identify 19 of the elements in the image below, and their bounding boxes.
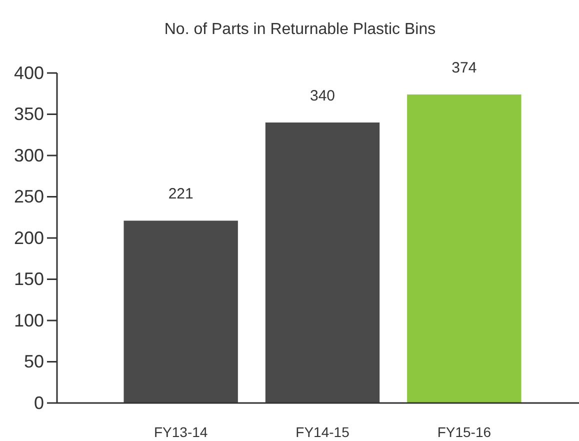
- y-tick-label: 200: [14, 228, 44, 248]
- data-label: 340: [310, 88, 336, 104]
- y-tick-label: 100: [14, 310, 44, 330]
- bar: [124, 220, 238, 403]
- bar: [265, 122, 380, 403]
- y-tick-label: 150: [14, 269, 44, 290]
- bar: [407, 94, 522, 403]
- y-tick-label: 400: [14, 62, 44, 83]
- y-tick-label: 50: [24, 352, 44, 372]
- y-tick-label: 250: [14, 186, 44, 207]
- y-tick-label: 350: [14, 104, 44, 124]
- chart-title: No. of Parts in Returnable Plastic Bins: [164, 21, 436, 38]
- x-tick-label: FY15-16: [437, 424, 492, 440]
- y-tick-label: 0: [34, 392, 44, 413]
- y-tick-label: 300: [14, 145, 44, 166]
- x-tick-label: FY14-15: [296, 424, 350, 440]
- data-label: 374: [452, 59, 477, 76]
- data-label: 221: [168, 186, 194, 203]
- x-tick-label: FY13-14: [154, 424, 208, 440]
